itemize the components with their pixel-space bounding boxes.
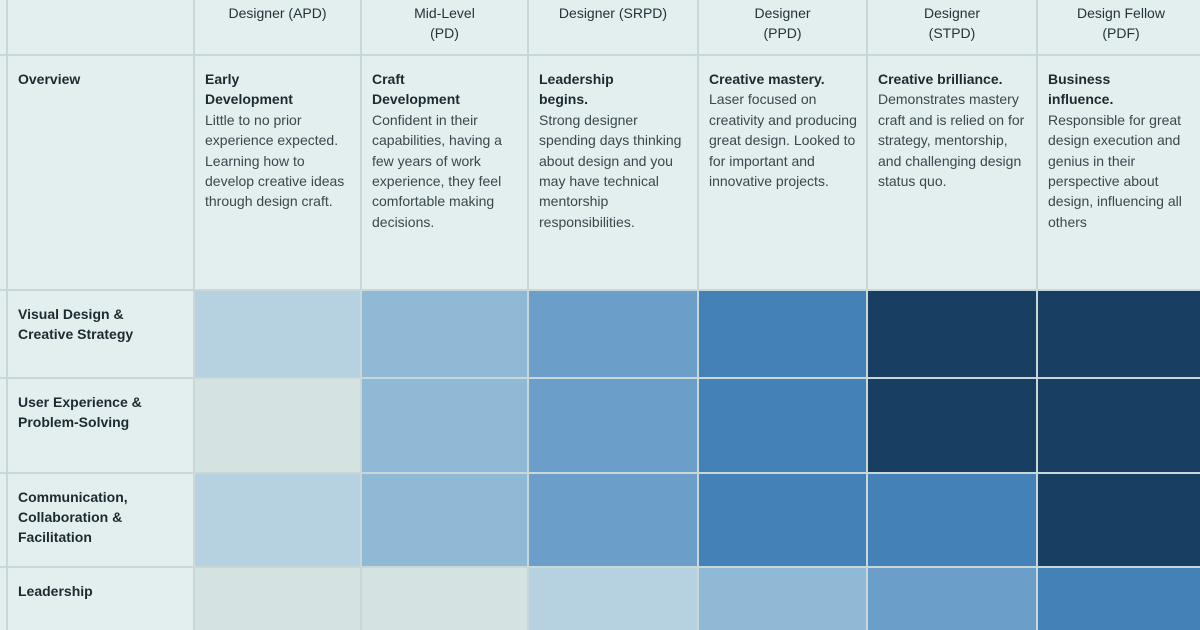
column-header-srpd: Designer (SRPD) xyxy=(529,0,697,54)
overview-body: Strong designer spending days thinking a… xyxy=(539,111,682,230)
level-cell xyxy=(195,568,360,630)
column-header-pd: Mid-Level (PD) xyxy=(362,0,527,54)
row-label-line: Leadership xyxy=(18,583,93,599)
row-label-line: Problem-Solving xyxy=(18,414,130,430)
level-cell xyxy=(699,379,866,472)
level-cell xyxy=(1038,568,1200,630)
overview-cell-pdf: Business influence. Responsible for grea… xyxy=(1038,56,1200,289)
overview-lead-line: Leadership xyxy=(539,71,614,87)
level-cell xyxy=(868,291,1036,377)
row-label-communication: Communication, Collaboration & Facilitat… xyxy=(8,474,193,566)
column-header-line: Designer xyxy=(923,5,981,21)
level-cell xyxy=(362,291,527,377)
level-cell xyxy=(1038,474,1200,566)
overview-cell-ppd: Creative mastery. Laser focused on creat… xyxy=(699,56,866,289)
overview-body: Demonstrates mastery craft and is relied… xyxy=(878,91,1025,190)
level-cell xyxy=(1038,291,1200,377)
overview-body: Little to no prior experience expected. … xyxy=(205,111,345,210)
level-cell xyxy=(362,474,527,566)
row-label-line: User Experience & xyxy=(18,394,142,410)
level-cell xyxy=(195,291,360,377)
level-cell xyxy=(195,474,360,566)
column-header-stpd: Designer (STPD) xyxy=(868,0,1036,54)
column-header-line: Designer (APD) xyxy=(228,5,327,21)
row-label-line: Communication, xyxy=(18,489,128,505)
column-header-line: (PPD) xyxy=(763,25,802,41)
level-cell xyxy=(362,568,527,630)
row-label-visual-design: Visual Design & Creative Strategy xyxy=(8,291,193,377)
column-header-line: Designer (SRPD) xyxy=(558,5,668,21)
gutter xyxy=(0,291,6,377)
overview-cell-stpd: Creative brilliance. Demonstrates master… xyxy=(868,56,1036,289)
column-header-line: Designer xyxy=(754,5,811,21)
overview-body: Confident in their capabilities, having … xyxy=(372,111,502,230)
overview-body: Responsible for great design execution a… xyxy=(1048,111,1182,230)
row-label-line: Overview xyxy=(18,71,81,87)
level-cell xyxy=(1038,379,1200,472)
overview-lead-line: Business xyxy=(1048,71,1111,87)
overview-lead-line: Early xyxy=(205,71,240,87)
column-header-line: (PDF) xyxy=(1102,25,1140,41)
level-cell xyxy=(868,379,1036,472)
level-cell xyxy=(362,379,527,472)
overview-lead-line: begins. xyxy=(539,91,589,108)
overview-lead-line: Creative mastery. xyxy=(709,71,825,87)
corner-cell xyxy=(8,0,193,54)
overview-cell-pd: Craft Development Confident in their cap… xyxy=(362,56,527,289)
level-cell xyxy=(195,379,360,472)
column-header-pdf: Design Fellow (PDF) xyxy=(1038,0,1200,54)
overview-lead-line: Development xyxy=(205,91,293,108)
overview-cell-apd: Early Development Little to no prior exp… xyxy=(195,56,360,289)
column-header-ppd: Designer (PPD) xyxy=(699,0,866,54)
row-label-user-experience: User Experience & Problem-Solving xyxy=(8,379,193,472)
level-cell xyxy=(699,568,866,630)
column-header-line: (PD) xyxy=(430,25,459,41)
row-label-overview: Overview xyxy=(8,56,193,289)
row-label-leadership: Leadership xyxy=(8,568,193,630)
level-cell xyxy=(529,291,697,377)
gutter xyxy=(0,474,6,566)
overview-lead-line: Creative brilliance. xyxy=(878,71,1003,87)
level-cell xyxy=(529,379,697,472)
row-label-line: Facilitation xyxy=(18,529,92,545)
column-header-line: (STPD) xyxy=(928,25,976,41)
gutter xyxy=(0,56,6,289)
overview-lead-line: influence. xyxy=(1048,91,1114,108)
level-cell xyxy=(699,474,866,566)
level-cell xyxy=(699,291,866,377)
level-cell xyxy=(529,568,697,630)
gutter xyxy=(0,568,6,630)
overview-cell-srpd: Leadership begins. Strong designer spend… xyxy=(529,56,697,289)
overview-lead-line: Development xyxy=(372,91,460,108)
column-header-line: Mid-Level xyxy=(414,5,475,21)
overview-body: Laser focused on creativity and producin… xyxy=(709,91,857,190)
column-header-apd: Designer (APD) xyxy=(195,0,360,54)
gutter xyxy=(0,0,6,54)
level-cell xyxy=(529,474,697,566)
row-label-line: Collaboration & xyxy=(18,509,123,525)
column-header-line: Design Fellow xyxy=(1077,5,1165,21)
level-cell xyxy=(868,474,1036,566)
row-label-line: Visual Design & xyxy=(18,306,124,322)
level-cell xyxy=(868,568,1036,630)
row-label-line: Creative Strategy xyxy=(18,326,134,342)
gutter xyxy=(0,379,6,472)
overview-lead-line: Craft xyxy=(372,71,405,87)
